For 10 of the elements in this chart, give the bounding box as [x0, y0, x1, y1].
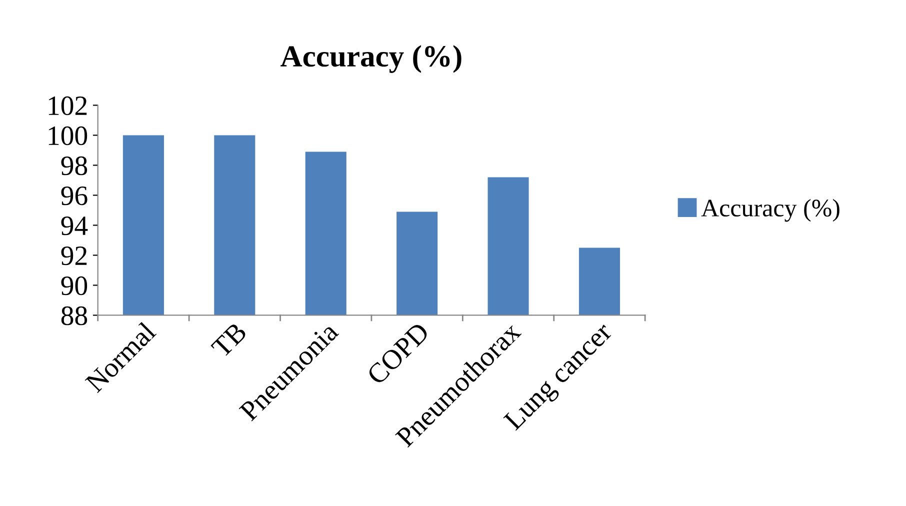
y-tick-label: 96	[61, 186, 88, 206]
legend-label: Accuracy (%)	[701, 198, 840, 222]
y-tick-label: 98	[61, 156, 88, 176]
y-tick-label: 88	[61, 306, 88, 326]
chart-title: Accuracy (%)	[280, 45, 462, 73]
y-tick-label: 92	[61, 246, 87, 266]
y-tick-label: 102	[48, 96, 87, 116]
y-tick-label: 94	[61, 216, 88, 236]
y-tick-label: 90	[61, 276, 88, 296]
y-tick-label: 100	[48, 126, 88, 146]
